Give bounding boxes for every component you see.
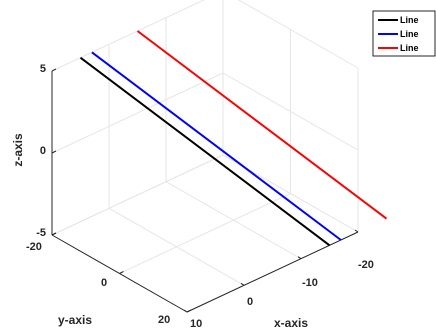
grid-line	[119, 193, 291, 274]
x-axis-label: x-axis	[274, 316, 308, 329]
legend-label: Line	[400, 43, 419, 53]
axes-box	[51, 68, 359, 313]
grid-lines	[51, 0, 359, 313]
y-tick-label: -20	[26, 241, 42, 253]
x-tick-mark	[297, 256, 302, 260]
y-axis-label: y-axis	[58, 313, 92, 327]
grid-line	[222, 72, 359, 151]
grid-line	[51, 154, 224, 236]
x-axis-line	[186, 231, 359, 313]
z-tick-mark	[51, 68, 57, 72]
grid-line	[237, 0, 359, 69]
x-tick-label: 0	[247, 296, 253, 308]
y-tick-mark	[51, 232, 57, 236]
x-tick-labels: 10 0 -10 -20	[190, 259, 374, 329]
z-tick-label: 5	[40, 63, 46, 75]
z-axis-label: z-axis	[11, 133, 25, 167]
grid-line	[51, 0, 205, 72]
legend: Line Line Line	[372, 10, 436, 57]
x-tick-label: -10	[302, 277, 318, 289]
grid-line	[51, 72, 224, 154]
x-tick-mark	[240, 282, 245, 286]
x-tick-mark	[183, 309, 188, 313]
y-tick-labels: -20 0 20	[26, 241, 170, 326]
series-line-0	[79, 56, 331, 247]
x-tick-label: -20	[358, 259, 374, 271]
legend-label: Line	[400, 29, 419, 39]
legend-label: Line	[400, 15, 419, 25]
series-line-2	[136, 30, 388, 220]
z-tick-label: -5	[36, 227, 46, 239]
z-tick-mark	[51, 150, 57, 154]
x-tick-label: 10	[190, 318, 202, 329]
series-line-1	[91, 51, 342, 241]
y-tick-mark	[186, 309, 192, 313]
y-tick-label: 0	[101, 277, 107, 289]
series-lines	[79, 30, 388, 247]
z-tick-label: 0	[40, 145, 46, 157]
y-tick-mark	[119, 271, 124, 274]
x-tick-mark	[354, 229, 359, 233]
y-tick-label: 20	[158, 314, 170, 326]
z-tick-labels: 5 0 -5	[36, 63, 46, 239]
